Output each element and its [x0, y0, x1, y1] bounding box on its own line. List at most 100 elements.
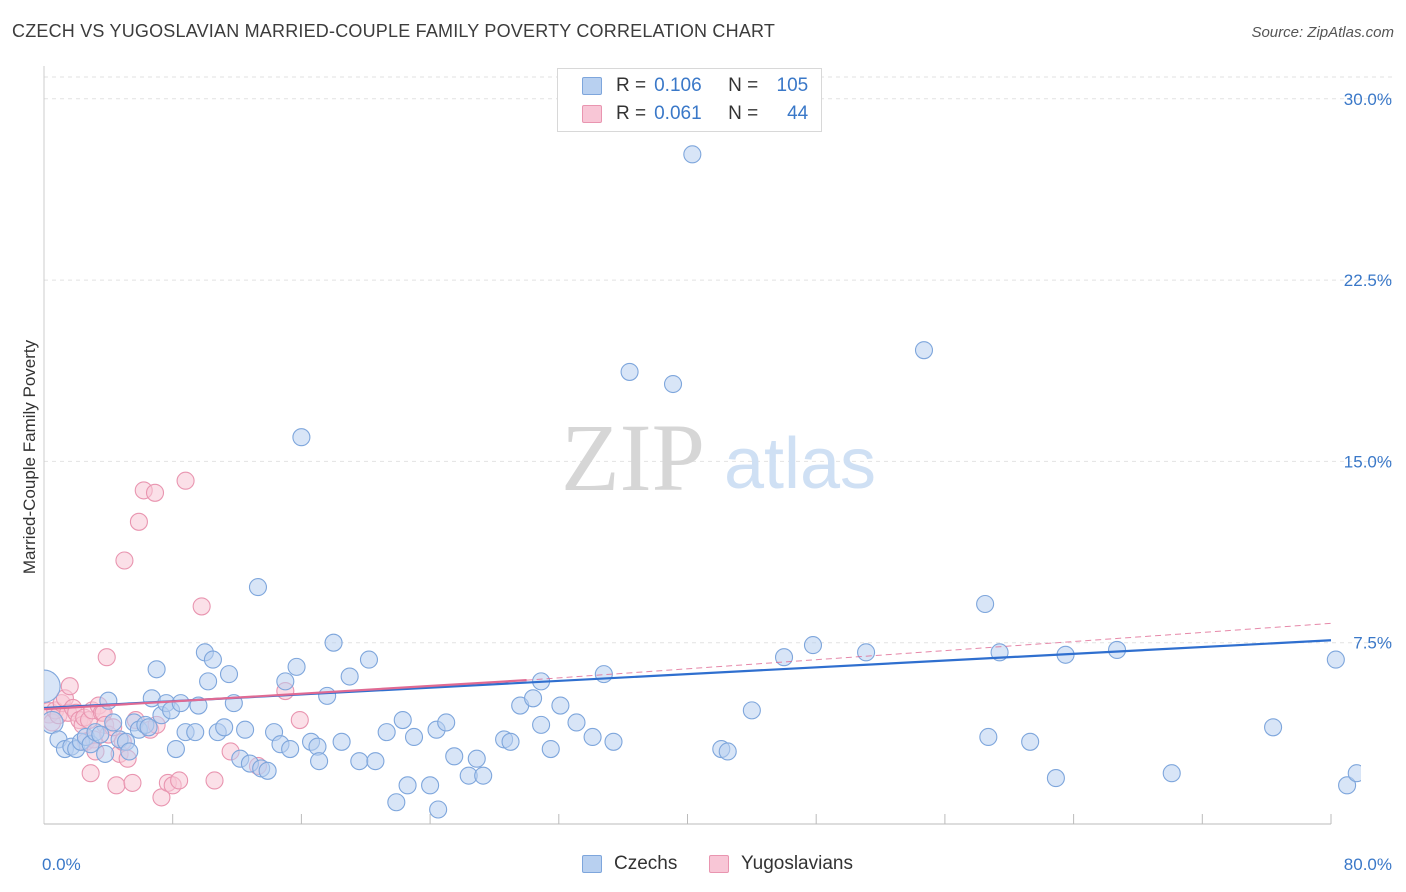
watermark: ZIP atlas	[561, 404, 876, 511]
yugoslavian-point	[107, 776, 126, 795]
czech-point	[44, 669, 61, 703]
yugoslavian-trend-extension	[526, 622, 1332, 681]
czech-point	[421, 776, 440, 795]
czech-point	[96, 744, 115, 763]
chart-title: CZECH VS YUGOSLAVIAN MARRIED-COUPLE FAMI…	[12, 21, 776, 41]
czech-point	[1338, 776, 1357, 795]
yugoslavian-point	[123, 773, 142, 792]
czech-legend-swatch	[582, 855, 602, 873]
czech-point	[718, 742, 737, 761]
y-tick-label: 7.5%	[1353, 634, 1392, 653]
czech-point	[139, 718, 158, 737]
czech-swatch	[582, 77, 602, 95]
czech-point	[1162, 764, 1181, 783]
czech-point	[979, 727, 998, 747]
czech-point	[683, 145, 702, 164]
n-value: 44	[787, 103, 809, 124]
czech-point	[215, 718, 234, 737]
czech-point	[1347, 764, 1361, 783]
czech-legend-label: Czechs	[614, 853, 678, 874]
czech-point	[1264, 718, 1283, 737]
yugoslavian-point	[60, 677, 79, 696]
yugoslavian-trend-line	[43, 679, 527, 711]
yugoslavian-swatch	[582, 105, 602, 123]
czech-point	[620, 362, 639, 381]
czech-point	[359, 650, 379, 669]
yugoslavian-point	[145, 483, 165, 502]
yugoslavian-point	[176, 471, 195, 490]
yugoslavian-point	[129, 512, 148, 531]
y-tick-label: 15.0%	[1344, 452, 1392, 471]
czech-point	[147, 660, 166, 679]
y-axis-label: Married-Couple Family Poverty	[20, 339, 39, 575]
legend-row-yugoslavians: R = 0.061 N = 44	[582, 101, 808, 127]
czech-point	[258, 761, 277, 780]
czech-point	[377, 723, 396, 742]
czech-point	[429, 800, 448, 819]
czech-point	[774, 648, 794, 667]
legend-czechs: Czechs	[582, 852, 677, 876]
yugoslavian-point	[192, 597, 211, 616]
czech-point	[276, 672, 295, 691]
n-label: N =	[728, 75, 759, 96]
czech-point	[318, 686, 337, 705]
yugoslavian-point	[170, 771, 189, 790]
czech-point	[583, 727, 602, 747]
czech-point	[120, 742, 139, 761]
czech-point	[524, 689, 543, 708]
czech-point	[166, 740, 185, 759]
source-label: Source: ZipAtlas.com	[1251, 24, 1394, 41]
czech-point	[189, 696, 208, 715]
yugoslavian-point	[115, 551, 134, 570]
czech-point	[541, 740, 560, 759]
czech-point	[404, 727, 424, 747]
czech-point	[474, 766, 493, 785]
czech-point	[236, 720, 255, 739]
r-label: R =	[616, 103, 647, 124]
gridlines	[44, 76, 1392, 644]
czech-point	[366, 752, 385, 771]
czech-point	[1371, 774, 1388, 791]
czech-point	[248, 578, 268, 597]
legend-row-czechs: R = 0.106 N = 105	[582, 73, 808, 99]
czech-point	[663, 374, 683, 394]
yugoslavian-point	[97, 648, 116, 667]
czech-point	[186, 723, 205, 742]
czech-points	[44, 145, 1388, 819]
yugoslavian-legend-swatch	[709, 855, 729, 873]
czech-point	[171, 694, 190, 713]
czech-point	[91, 725, 110, 744]
czech-point	[292, 428, 311, 447]
czech-point	[340, 667, 359, 686]
czech-point	[604, 732, 623, 751]
czech-point	[914, 341, 934, 360]
czech-point	[393, 710, 412, 730]
czech-point	[398, 776, 417, 795]
czech-point	[310, 752, 329, 771]
czech-point	[104, 713, 123, 732]
legend-yugoslavians: Yugoslavians	[709, 852, 853, 876]
czech-point	[219, 665, 239, 684]
czech-point	[203, 650, 222, 669]
n-label: N =	[728, 103, 759, 124]
r-value: 0.106	[654, 75, 702, 96]
n-value: 105	[776, 75, 809, 96]
czech-point	[281, 740, 300, 759]
trend-lines	[43, 622, 1332, 711]
czech-point	[324, 633, 343, 652]
czech-point	[44, 710, 64, 735]
czech-point	[803, 636, 823, 655]
czech-point	[551, 696, 570, 715]
yugoslavian-point	[205, 771, 224, 790]
czech-point	[501, 732, 520, 751]
yugoslavian-point	[290, 710, 309, 730]
czech-point	[742, 701, 761, 720]
czech-point	[1107, 640, 1127, 659]
watermark-zip: ZIP	[561, 404, 705, 511]
yugoslavian-legend-label: Yugoslavians	[741, 853, 853, 874]
r-label: R =	[616, 75, 647, 96]
czech-point	[387, 793, 406, 812]
czech-point	[532, 715, 551, 734]
correlation-legend: R = 0.106 N = 105 R = 0.061 N = 44	[557, 68, 822, 132]
